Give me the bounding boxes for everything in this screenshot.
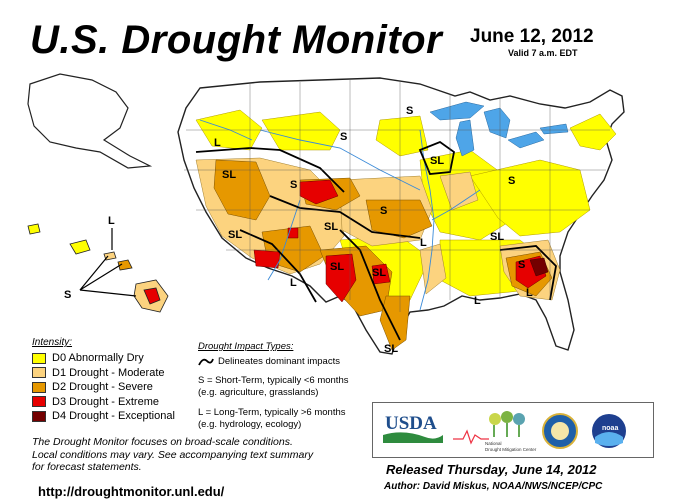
footnote: The Drought Monitor focuses on broad-sca… [32,436,372,474]
ndmc-tree-icon [501,411,513,423]
label-hi-l: L [108,215,115,227]
ndmc-text-1: National [485,441,502,446]
map-date: June 12, 2012 [470,26,594,47]
valid-time: Valid 7 a.m. EDT [508,48,578,58]
legend-item-d4: D4 Drought - Exceptional [32,409,212,424]
legend-item-d1: D1 Drought - Moderate [32,366,212,381]
legend-label: D3 Drought - Extreme [52,395,159,408]
agency-logos: USDA noaa National Drought Mitigation Ce… [372,402,654,458]
ndmc-line-icon [453,429,489,445]
legend-swatch [32,352,46,364]
logo-graphics: USDA noaa [383,411,626,449]
release-date: Released Thursday, June 14, 2012 [386,462,597,477]
intensity-legend: Intensity: D0 Abnormally Dry D1 Drought … [32,337,212,424]
long-term-example: (e.g. hydrology, ecology) [198,419,302,430]
long-term-label: L = Long-Term, typically >6 months [198,407,346,418]
label-s-ks: S [508,175,515,187]
impact-title: Drought Impact Types: [198,341,294,352]
d4-areas [529,257,549,277]
alaska [27,73,153,169]
ndmc-tree-icon [513,413,525,425]
short-term-block: S = Short-Term, typically <6 months (e.g… [198,375,368,399]
great-lakes [429,101,569,157]
label-s-ga: S [518,259,525,271]
footnote-line: Local conditions may vary. See accompany… [32,448,314,461]
label-l-nm: L [290,277,297,289]
label-mn-s: S [406,105,413,117]
short-term-label: S = Short-Term, typically <6 months [198,375,349,386]
hawaii [27,223,169,313]
map-title: U.S. Drought Monitor [30,18,443,62]
noaa-text: noaa [602,425,618,432]
label-nd-s: S [340,131,347,143]
label-sl-nm: SL [330,261,344,273]
label-l-la: L [474,295,481,307]
label-sl-ky: SL [490,231,504,243]
label-l-ar: L [420,237,427,249]
legend-label: D4 Drought - Exceptional [52,410,175,423]
ndmc-tree-icon [489,413,501,425]
impact-line-icon [198,358,214,365]
label-hi-s: S [64,289,71,301]
label-sl-west: SL [222,169,236,181]
usda-swoosh [383,432,443,443]
legend-swatch [32,410,46,422]
label-wy-s: S [290,179,297,191]
impact-legend: Drought Impact Types: Delineates dominan… [198,341,368,439]
long-term-block: L = Long-Term, typically >6 months (e.g.… [198,407,368,431]
ndmc-trunk [518,425,520,437]
label-sl-mid: SL [324,221,338,233]
state-borders [184,80,610,312]
short-term-example: (e.g. agriculture, grasslands) [198,387,319,398]
impact-line-row: Delineates dominant impacts [198,356,368,367]
hawaii-impact-lines [79,228,137,297]
legend-item-d3: D3 Drought - Extreme [32,395,212,410]
legend-swatch [32,381,46,393]
label-s-ok: S [380,205,387,217]
label-pnw-l: L [214,137,221,149]
ndmc-text-2: Drought Mitigation Center [485,447,537,452]
legend-swatch [32,396,46,408]
commerce-seal-inner [551,422,569,440]
noaa-wave [595,432,623,446]
legend-swatch [32,367,46,379]
footnote-line: The Drought Monitor focuses on broad-sca… [32,436,293,448]
label-sl-tx: SL [372,267,386,279]
footnote-line: for forecast statements. [32,461,142,473]
label-l-ga: L [526,287,533,299]
legend-item-d2: D2 Drought - Severe [32,380,212,395]
ndmc-trunk [493,425,495,437]
author: Author: David Miskus, NOAA/NWS/NCEP/CPC [384,481,603,492]
legend-label: D2 Drought - Severe [52,381,153,394]
label-sl-az: SL [228,229,242,241]
legend-item-d0: D0 Abnormally Dry [32,351,212,366]
legend-label: D0 Abnormally Dry [52,352,144,365]
usda-logo: USDA [385,413,437,434]
website-link[interactable]: http://droughtmonitor.unl.edu/ [38,484,225,499]
label-sl-gulf: SL [384,343,398,355]
legend-label: D1 Drought - Moderate [52,366,165,379]
impact-line-label: Delineates dominant impacts [218,356,340,367]
ndmc-trunk [506,423,508,437]
impact-labels: L S S S SL SL SL SL SL SL SL SL L L L L … [64,105,533,355]
legend-title: Intensity: [32,337,73,348]
label-sl-ia: SL [430,155,444,167]
